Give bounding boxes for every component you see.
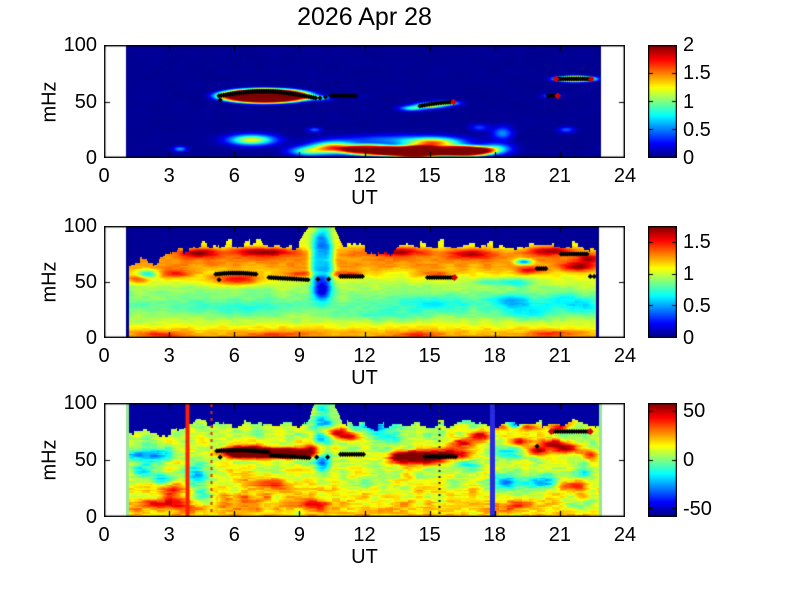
colorbar-tick-label: 0	[683, 449, 695, 471]
colorbar-tick-label: 0	[683, 327, 695, 349]
y-tick-label: 50	[74, 449, 97, 471]
x-tick-label: 6	[228, 524, 240, 546]
colorbar-bottom-canvas	[648, 403, 677, 517]
colorbar-tick-label: 0.5	[683, 118, 711, 141]
x-tick-label: 21	[548, 524, 571, 546]
x-tick-label: 12	[353, 345, 376, 367]
colorbar-tick-label: 1.5	[683, 231, 711, 253]
colorbar-tick-label: 1	[683, 90, 695, 113]
x-tick-label: 9	[293, 345, 305, 367]
x-tick-label: 21	[548, 165, 571, 187]
x-tick-label: 12	[353, 165, 376, 187]
x-tick-label: 15	[418, 165, 441, 187]
colorbar-middle-canvas	[648, 226, 677, 338]
x-axis-label-bottom: UT	[351, 546, 378, 568]
colorbar-tick-label: -50	[683, 498, 712, 521]
x-tick-label: 3	[163, 165, 175, 187]
x-tick-label: 12	[353, 524, 376, 546]
y-tick-label: 50	[74, 271, 97, 293]
y-tick-label: 0	[85, 506, 97, 528]
x-tick-label: 3	[163, 345, 175, 367]
x-axis-label-middle: UT	[351, 367, 378, 389]
x-tick-label: 0	[98, 524, 110, 546]
y-tick-label: 0	[85, 327, 97, 349]
x-tick-label: 18	[483, 524, 506, 546]
x-tick-label: 0	[98, 165, 110, 187]
spectrogram-top-canvas	[104, 45, 625, 158]
colorbar-tick-label: 1	[683, 263, 695, 285]
colorbar-tick-label: 2	[683, 34, 695, 56]
y-tick-label: 100	[63, 392, 97, 414]
spectrogram-middle-canvas	[104, 226, 625, 338]
colorbar-tick-label: 0	[683, 147, 695, 169]
spectrogram-bottom-canvas	[104, 403, 625, 517]
colorbar-tick-label: 0.5	[683, 295, 711, 317]
x-tick-label: 15	[418, 345, 441, 367]
x-tick-label: 6	[228, 345, 240, 367]
x-tick-label: 24	[613, 165, 637, 187]
y-tick-label: 100	[63, 215, 97, 237]
colorbar-tick-label: 1.5	[683, 62, 711, 85]
colorbar-top-canvas	[648, 45, 677, 158]
x-tick-label: 18	[483, 345, 506, 367]
y-tick-label: 0	[85, 147, 97, 169]
x-tick-label: 18	[483, 165, 506, 187]
x-tick-label: 24	[613, 345, 637, 367]
colorbar-tick-label: 50	[683, 399, 706, 422]
x-axis-label-top: UT	[351, 187, 378, 209]
x-tick-label: 3	[163, 524, 175, 546]
x-tick-label: 6	[228, 165, 240, 187]
x-tick-label: 21	[548, 345, 571, 367]
x-tick-label: 0	[98, 345, 110, 367]
y-tick-label: 100	[63, 34, 97, 56]
x-tick-label: 9	[293, 524, 305, 546]
x-tick-label: 15	[418, 524, 441, 546]
y-tick-label: 50	[74, 90, 97, 113]
figure-title: 2026 Apr 28	[297, 3, 432, 31]
x-tick-label: 24	[613, 524, 637, 546]
x-tick-label: 9	[293, 165, 305, 187]
